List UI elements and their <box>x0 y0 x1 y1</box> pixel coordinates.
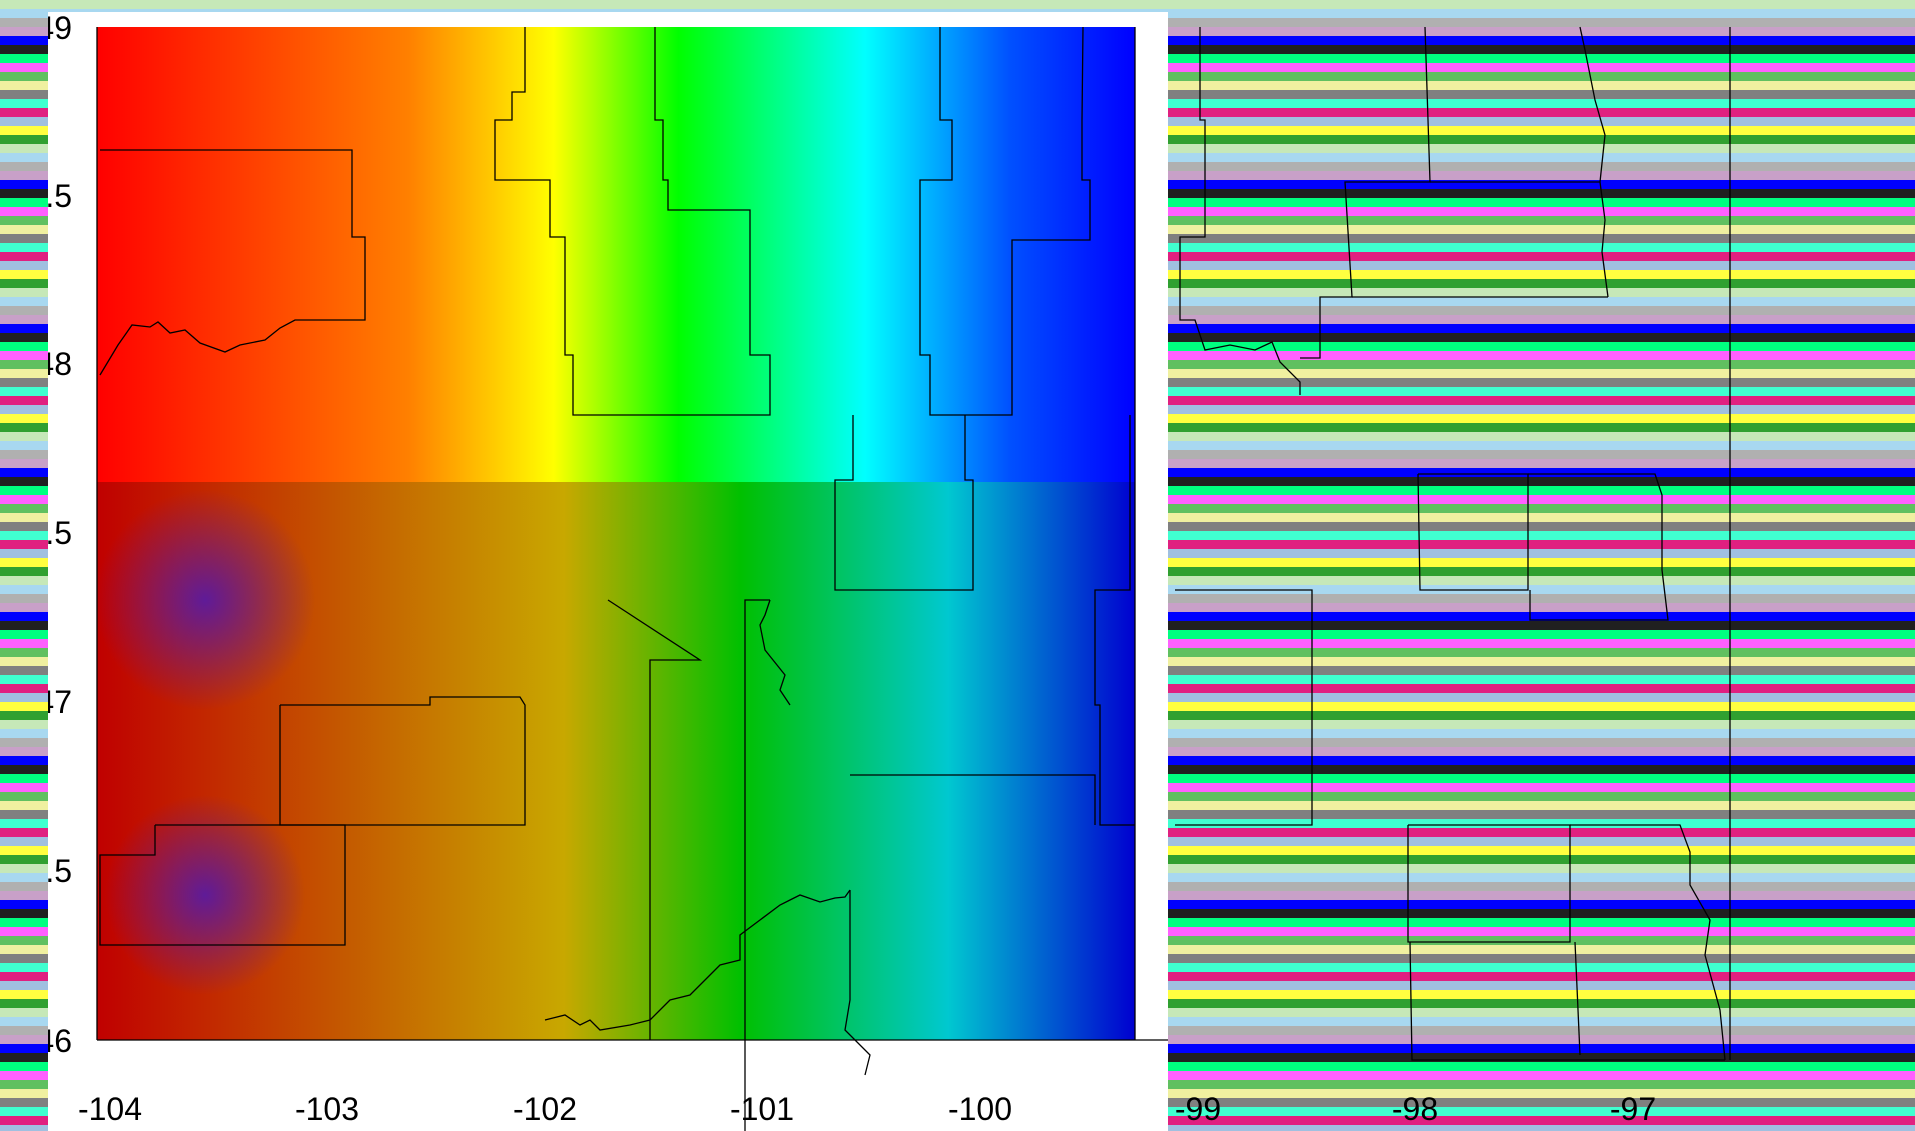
x-tick-label: -99 <box>1175 1091 1221 1127</box>
y-tick-label: 47 <box>48 684 72 720</box>
y-tick-label: 48 <box>48 346 72 382</box>
x-tick-label: -104 <box>78 1091 142 1127</box>
y-tick-label: 46.5 <box>48 853 72 889</box>
east-borders <box>1175 26 1731 1061</box>
cold-spot-1 <box>95 490 315 710</box>
x-tick-label: -102 <box>513 1091 577 1127</box>
x-tick-label: -97 <box>1610 1091 1656 1127</box>
y-tick-label: 46 <box>48 1023 72 1059</box>
y-tick-label: 48.5 <box>48 178 72 214</box>
map-area: -104 -103 -102 -101 -100 -99 -98 -97 49 … <box>48 12 1731 1131</box>
x-tick-label: -100 <box>948 1091 1012 1127</box>
x-tick-label: -98 <box>1392 1091 1438 1127</box>
map-frame <box>96 27 1168 1041</box>
heatmap-north <box>97 27 1135 482</box>
x-tick-label: -103 <box>295 1091 359 1127</box>
county-borders <box>99 26 1135 1131</box>
map-plot: -104 -103 -102 -101 -100 -99 -98 -97 49 … <box>48 12 1731 1131</box>
y-tick-labels: 49 48.5 48 47.5 47 46.5 46 <box>48 12 72 1059</box>
y-tick-label: 49 <box>48 12 72 46</box>
x-tick-label: -101 <box>730 1091 794 1127</box>
x-tick-labels: -104 -103 -102 -101 -100 -99 -98 -97 <box>78 1091 1656 1127</box>
y-tick-label: 47.5 <box>48 515 72 551</box>
